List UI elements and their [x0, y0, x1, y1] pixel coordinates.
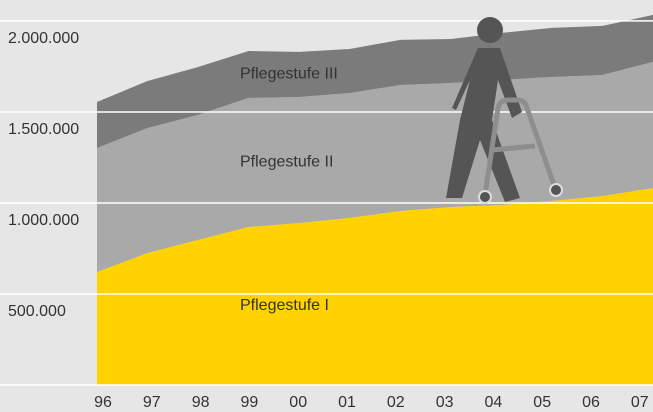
x-tick-label: 98	[192, 394, 210, 411]
areas	[97, 14, 653, 385]
wheel	[478, 190, 492, 204]
wheel	[549, 183, 563, 197]
x-tick-label: 03	[436, 394, 454, 411]
y-tick-label: 1.000.000	[8, 212, 79, 229]
area	[97, 14, 653, 148]
series-label: Pflegestufe III	[240, 66, 338, 83]
area	[97, 188, 653, 385]
y-tick-label: 2.000.000	[8, 30, 79, 47]
x-tick-label: 06	[582, 394, 600, 411]
grid	[0, 20, 653, 386]
walker	[482, 97, 558, 196]
walker-figure	[446, 17, 563, 204]
x-tick-label: 00	[289, 394, 307, 411]
x-tick-label: 97	[143, 394, 161, 411]
series-label: Pflegestufe I	[240, 297, 329, 314]
x-tick-label: 99	[241, 394, 259, 411]
x-tick-label: 02	[387, 394, 405, 411]
figure-head	[477, 17, 503, 43]
x-tick-label: 01	[338, 394, 356, 411]
x-tick-label: 04	[485, 394, 503, 411]
x-tick-label: 05	[533, 394, 551, 411]
x-tick-label: 07	[631, 394, 649, 411]
labels: Pflegestufe I Pflegestufe II Pflegestufe I…	[8, 30, 649, 411]
y-tick-label: 500.000	[8, 303, 66, 320]
x-tick-label: 96	[94, 394, 112, 411]
y-tick-label: 1.500.000	[8, 121, 79, 138]
series-label: Pflegestufe II	[240, 154, 333, 171]
figure-body	[446, 48, 522, 202]
